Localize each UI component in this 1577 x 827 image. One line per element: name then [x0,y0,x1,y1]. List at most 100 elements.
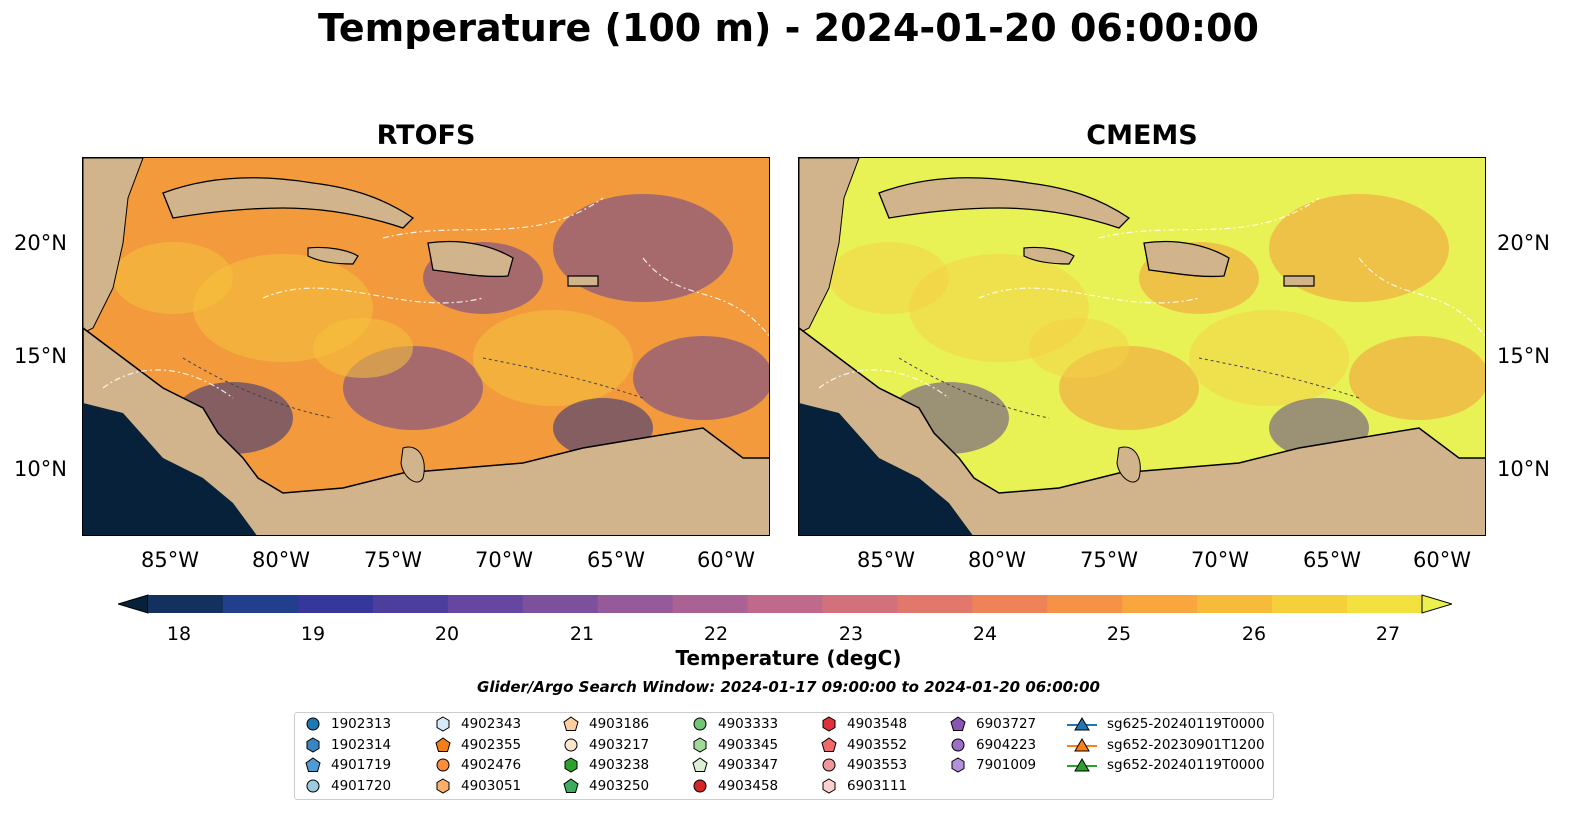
island-hispaniola [1143,240,1230,278]
legend-label: 1902314 [331,736,392,753]
legend-item: 7901009 [950,757,1036,773]
legend-label: 4903345 [718,736,779,753]
colorbar-tick-22: 22 [703,623,729,645]
legend-label: 6904223 [976,736,1037,753]
colorbar-tick-18: 18 [166,623,192,645]
colorbar-segment [297,595,374,613]
legend-label: sg652-20240119T0000 [1107,757,1265,773]
colorbar-tick-27: 27 [1375,623,1401,645]
pentagon-marker-icon [435,736,451,752]
lon-tick-65w: 65°W [1303,548,1361,572]
legend-item: 4903347 [692,757,778,773]
circle-marker-icon [306,717,320,731]
landmass-central-south-america [83,327,769,535]
triangle-line-marker-icon [1067,717,1097,731]
hexagon-marker-icon [822,777,836,794]
lat-tick-right-15n: 15°N [1497,344,1550,368]
colorbar-tick-21: 21 [569,623,595,645]
legend-item: 4902343 [435,716,521,732]
temperature-anomaly [1269,194,1449,302]
legend-label: 6903111 [847,777,908,794]
colorbar-segment [672,595,749,613]
legend-label: 4903552 [847,736,908,753]
colorbar-extend-low [118,594,149,614]
colorbar-segment [972,595,1048,613]
colorbar-tick-19: 19 [300,623,326,645]
legend-item: 4901720 [305,778,391,794]
legend-label: sg625-20240119T0000 [1107,716,1265,732]
legend-label: 7901009 [976,757,1037,773]
lat-tick-left-20n: 20°N [14,231,67,255]
island-jamaica [1023,246,1075,265]
lon-tick-75w: 75°W [364,548,422,572]
lon-tick-60w: 60°W [1413,548,1471,572]
colorbar-segment [1197,595,1273,613]
colorbar-segment [222,595,299,613]
legend-item: sg652-20230901T1200 [1067,737,1265,753]
legend-item: 4903552 [821,737,907,753]
colorbar [118,594,1452,614]
pacific-ocean [799,403,973,535]
colorbar-tick-26: 26 [1241,623,1267,645]
eez-boundaries [818,197,1485,399]
temperature-anomaly [1349,336,1485,420]
colorbar-segment [148,595,224,613]
legend-item: 4903553 [821,757,907,773]
lake-maracaibo [1116,446,1141,483]
pentagon-marker-icon [563,716,579,731]
colorbar-tick-20: 20 [434,623,460,645]
lon-tick-85w: 85°W [857,548,915,572]
legend-item: 4902355 [435,737,521,753]
legend-item: sg652-20240119T0000 [1067,757,1265,773]
colorbar-tick-24: 24 [972,623,998,645]
legend-label: 4903250 [589,777,650,794]
legend-label: 4902355 [461,736,522,753]
lon-tick-75w: 75°W [1080,548,1138,572]
legend-label: 4903186 [589,716,650,732]
figure-title: Temperature (100 m) - 2024-01-20 06:00:0… [317,6,1259,50]
circle-marker-icon [436,758,450,772]
island-cuba [878,177,1131,229]
circle-marker-icon [693,717,707,731]
legend-label: 4903548 [847,716,908,732]
map-panel-cmems [798,157,1486,536]
eez-boundaries [102,197,769,399]
circle-marker-icon [564,738,578,751]
legend: 1902313 1902314 4901719 4901720 4902343 49023… [294,712,1274,800]
island-jamaica [307,246,359,265]
colorbar-segment [747,595,823,613]
legend-item: 6904223 [950,737,1036,753]
colorbar-tick-25: 25 [1106,623,1132,645]
legend-item: 4903458 [692,778,778,794]
temperature-anomaly [113,242,233,314]
bathymetry-contours [182,357,644,419]
temperature-anomaly [1029,318,1129,378]
colorbar-tick-23: 23 [838,623,864,645]
lat-tick-right-10n: 10°N [1497,457,1550,481]
search-window-text: Glider/Argo Search Window: 2024-01-17 09… [477,678,1100,696]
circle-marker-icon [693,779,707,792]
temperature-anomaly [473,310,633,406]
circle-marker-icon [822,758,836,772]
lat-tick-left-15n: 15°N [14,344,67,368]
panel-title-rtofs: RTOFS [376,120,476,151]
island-hispaniola [427,240,514,278]
temperature-anomaly [633,336,769,420]
pentagon-marker-icon [563,777,579,793]
legend-label: 4903051 [461,777,522,794]
pentagon-marker-icon [821,736,837,752]
legend-label: 4903238 [589,757,650,773]
lon-tick-60w: 60°W [697,548,755,572]
colorbar-segment [1122,595,1198,613]
colorbar-segment [522,595,599,613]
legend-item: 4903548 [821,716,907,732]
island-puerto-rico [567,275,599,287]
lon-tick-70w: 70°W [475,548,533,572]
pentagon-marker-icon [692,757,708,772]
legend-label: 4903458 [718,777,779,794]
colorbar-extend-high [1421,594,1452,614]
triangle-line-marker-icon [1067,758,1097,772]
circle-marker-icon [306,779,320,792]
colorbar-segment [1047,595,1123,613]
temperature-anomaly [553,194,733,302]
